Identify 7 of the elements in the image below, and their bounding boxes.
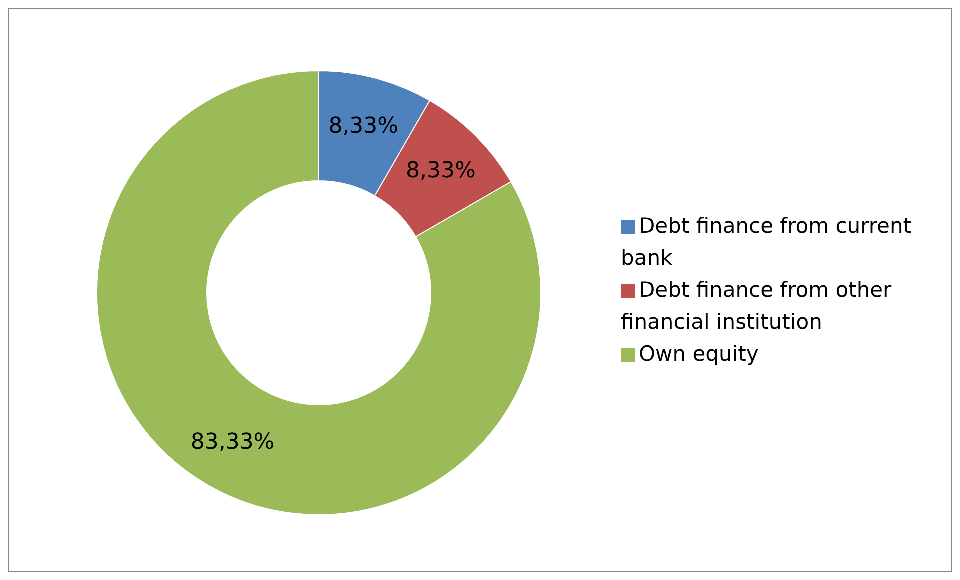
data-label: 8,33%: [328, 114, 399, 139]
donut-slice: [96, 70, 542, 516]
legend-label: Debt finance from current bank: [621, 214, 912, 270]
legend-label: Own equity: [639, 342, 759, 366]
data-label: 83,33%: [190, 430, 275, 455]
data-label: 8,33%: [406, 158, 476, 184]
legend-label: Debt finance from other financial institution: [621, 278, 892, 334]
